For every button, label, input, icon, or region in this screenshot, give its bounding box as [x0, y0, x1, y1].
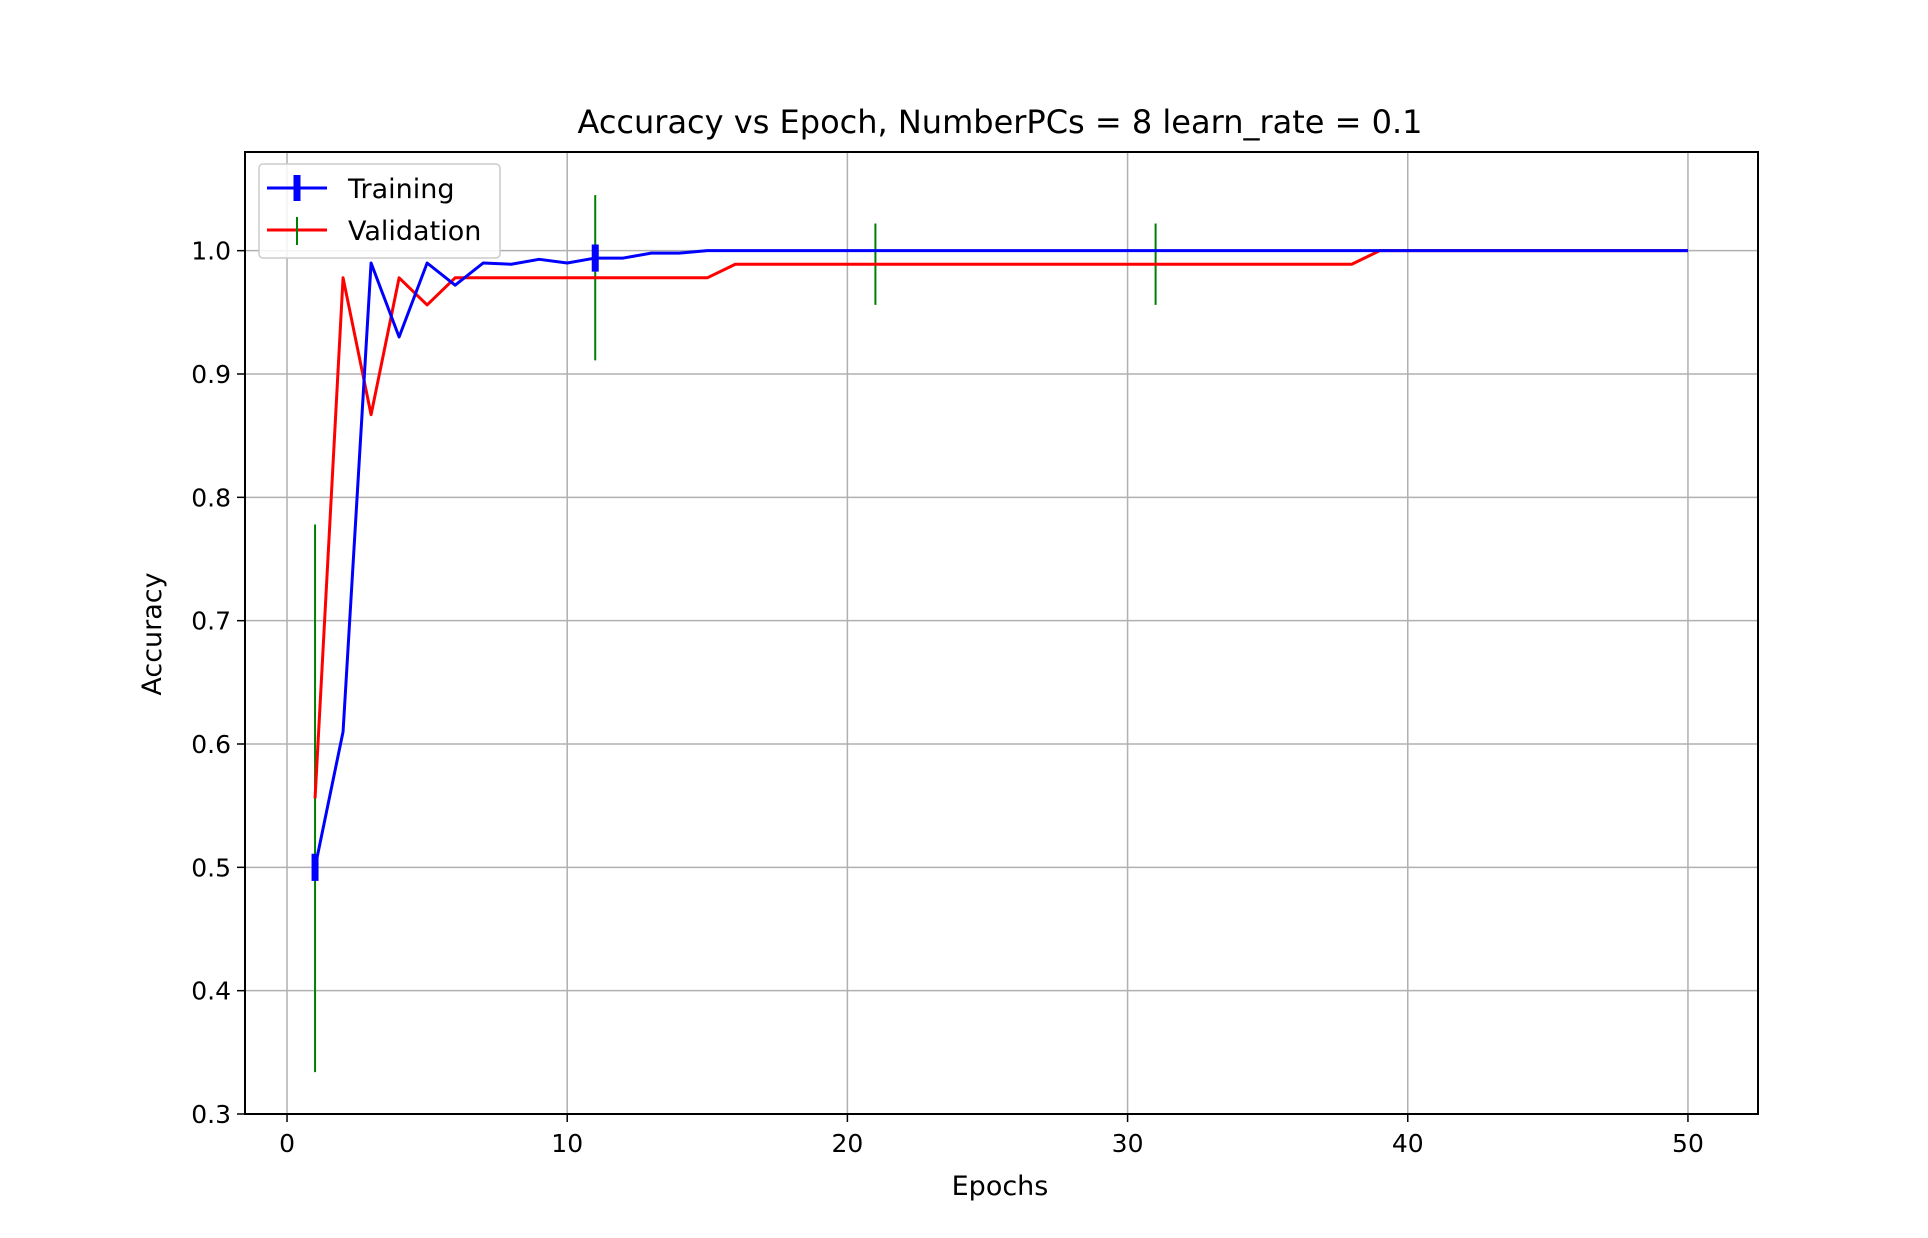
legend: Training Validation	[258, 163, 501, 259]
y-tick-label: 0.5	[191, 853, 231, 882]
x-axis-label: Epochs	[952, 1171, 1049, 1202]
x-tick-label: 0	[279, 1129, 295, 1158]
y-tick-label: 0.3	[191, 1100, 231, 1129]
ticks: 0 10 20 30 40 50 0.3 0.4 0.5 0.6 0.7 0.8 0.9 1.0	[191, 237, 1704, 1158]
series-lines	[311, 244, 1688, 881]
x-tick-label: 50	[1672, 1129, 1704, 1158]
chart-title: Accuracy vs Epoch, NumberPCs = 8 learn_r…	[577, 103, 1422, 141]
y-tick-label: 1.0	[191, 237, 231, 266]
y-tick-label: 0.4	[191, 977, 231, 1006]
y-tick-label: 0.6	[191, 730, 231, 759]
y-tick-label: 0.7	[191, 607, 231, 636]
x-tick-label: 20	[831, 1129, 863, 1158]
x-tick-label: 30	[1112, 1129, 1144, 1158]
legend-training-label: Training	[347, 174, 455, 205]
y-axis-label: Accuracy	[137, 572, 168, 695]
legend-validation-label: Validation	[348, 216, 481, 247]
plot-frame	[244, 151, 1759, 1115]
x-tick-label: 40	[1392, 1129, 1424, 1158]
training-series-line	[313, 249, 1688, 868]
y-tick-label: 0.9	[191, 360, 231, 389]
x-tick-label: 10	[551, 1129, 583, 1158]
y-tick-label: 0.8	[191, 483, 231, 512]
